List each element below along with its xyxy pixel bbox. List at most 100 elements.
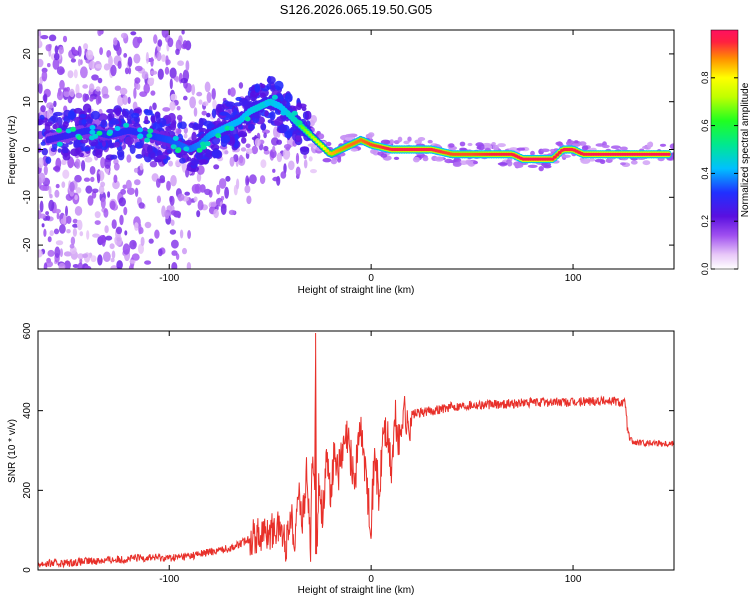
spectrogram-noise-cell [156, 51, 162, 62]
spectrogram-halo-cell [555, 141, 563, 146]
spectrogram-halo-cell [669, 143, 674, 150]
spectrogram-noise-cell [75, 83, 80, 95]
spectrogram-band-cell [86, 118, 93, 123]
spectrogram-noise-cell [54, 246, 61, 259]
spectrogram-noise-cell [161, 205, 166, 218]
spectrogram-noise-cell [158, 248, 163, 257]
spectrogram-noise-cell [283, 163, 287, 174]
spectrogram-noise-cell [157, 68, 164, 80]
spectrogram-noise-cell [139, 163, 144, 171]
spectrogram-x-tick-label: 100 [565, 273, 582, 284]
spectrogram-band-cell [225, 101, 235, 108]
spectrogram-band-cell [219, 111, 229, 116]
spectrogram-noise-cell [133, 87, 137, 99]
spectrogram-noise-cell [179, 229, 184, 239]
spectrogram-band-cell [147, 144, 153, 154]
spectrogram-ridge-core [325, 149, 330, 153]
spectrogram-band-cell [260, 123, 267, 131]
spectrogram-noise-cell [269, 149, 277, 159]
spectrogram-noise-cell [85, 49, 94, 61]
spectrogram-noise-cell [90, 255, 97, 263]
spectrogram-band-cell [114, 141, 120, 148]
spectrogram-noise-cell [169, 101, 176, 111]
spectrogram-halo-cell [475, 142, 484, 147]
spectrogram-ridge-spot [65, 128, 72, 134]
snr-y-axis-label: SNR (10 * v/v) [7, 419, 18, 483]
spectrogram-noise-cell [41, 70, 48, 82]
spectrogram-halo-cell [397, 136, 403, 143]
spectrogram-band-cell [186, 166, 192, 171]
spectrogram-y-tick-label: 20 [22, 48, 33, 60]
spectrogram-ridge-spot [183, 146, 190, 152]
spectrogram-noise-cell [108, 55, 113, 68]
spectrogram-noise-cell [126, 154, 132, 163]
spectrogram-halo-cell [326, 141, 332, 147]
spectrogram-noise-cell [185, 168, 190, 178]
spectrogram-noise-cell [124, 67, 129, 75]
spectrogram-noise-cell [187, 230, 192, 239]
spectrogram-noise-cell [162, 107, 171, 112]
spectrogram-noise-cell [110, 64, 117, 77]
spectrogram-halo-cell [574, 140, 579, 144]
spectrogram-ridge-spot [56, 141, 63, 147]
spectrogram-ridge-spot [264, 101, 271, 106]
spectrogram-band-cell [102, 140, 106, 147]
spectrogram-halo-cell [422, 156, 429, 162]
colorbar-tick-label: 0.6 [700, 119, 710, 132]
spectrogram-noise-cell [185, 60, 190, 72]
spectrogram-band-cell [199, 159, 209, 165]
spectrogram-noise-cell [180, 77, 188, 84]
spectrogram-noise-cell [236, 178, 240, 190]
spectrogram-band-cell [95, 149, 103, 158]
spectrogram-noise-cell [295, 166, 301, 177]
spectrogram-noise-cell [128, 264, 134, 269]
spectrogram-band-cell [254, 83, 261, 93]
spectrogram-noise-cell [196, 165, 205, 175]
spectrogram-noise-cell [144, 221, 152, 229]
spectrogram-halo-cell [601, 144, 610, 149]
spectrogram-noise-cell [308, 156, 313, 162]
spectrogram-noise-cell [64, 260, 71, 269]
spectrogram-band-cell [110, 117, 119, 125]
spectrogram-noise-cell [43, 262, 48, 269]
spectrogram-noise-cell [53, 166, 61, 172]
spectrogram-band-cell [78, 152, 84, 158]
spectrogram-noise-cell [177, 213, 181, 219]
spectrogram-noise-cell [220, 203, 227, 215]
spectrogram-noise-cell [100, 197, 106, 209]
spectrogram-noise-cell [295, 152, 300, 165]
spectrogram-band-cell [235, 96, 242, 101]
spectrogram-ridge-spot [204, 141, 211, 147]
spectrogram-noise-cell [77, 262, 84, 269]
spectrogram-halo-cell [507, 160, 513, 167]
spectrogram-x-tick-label: 0 [368, 273, 374, 284]
spectrogram-ridge-core [310, 135, 315, 139]
spectrogram-halo-cell [514, 163, 524, 169]
spectrogram-noise-cell [100, 157, 106, 169]
spectrogram-noise-cell [115, 226, 123, 235]
spectrogram-band-cell [191, 131, 197, 142]
spectrogram-noise-cell [170, 93, 178, 101]
spectrogram-halo-cell [581, 145, 589, 151]
spectrogram-band-cell [156, 155, 167, 160]
spectrogram-noise-cell [73, 69, 78, 79]
spectrogram-band-cell [150, 153, 156, 159]
spectrogram-noise-cell [45, 44, 52, 52]
spectrogram-noise-cell [149, 77, 155, 83]
spectrogram-band-cell [40, 141, 46, 146]
spectrogram-noise-cell [67, 70, 74, 79]
spectrogram-band-cell [167, 112, 176, 123]
spectrogram-noise-cell [91, 74, 99, 81]
spectrogram-halo-cell [350, 148, 359, 152]
spectrogram-halo-cell [380, 153, 388, 158]
spectrogram-band-cell [186, 156, 192, 162]
spectrogram-noise-cell [196, 210, 201, 218]
spectrogram-noise-cell [56, 90, 64, 101]
colorbar-tick-label: 0.2 [700, 215, 710, 228]
spectrogram-band-cell [241, 137, 247, 144]
spectrogram-noise-cell [138, 243, 144, 255]
snr-x-tick-label: 0 [368, 574, 374, 585]
spectrogram-ridge-core [300, 126, 305, 130]
spectrogram-band-cell [139, 139, 145, 146]
spectrogram-halo-cell [412, 156, 420, 163]
